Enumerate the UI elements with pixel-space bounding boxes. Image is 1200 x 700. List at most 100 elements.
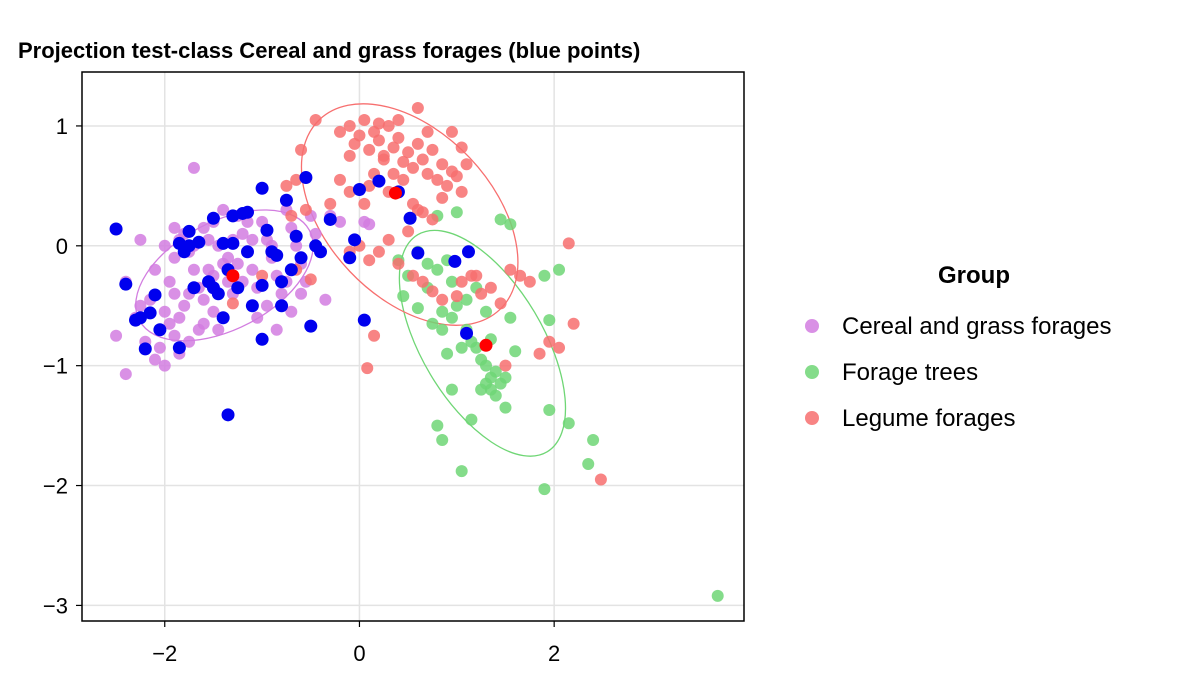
x-tick-label: −2 (152, 641, 177, 666)
data-point (343, 149, 356, 162)
data-point (333, 173, 346, 186)
projected-point (461, 245, 475, 259)
projected-point (206, 211, 220, 225)
data-point (411, 137, 424, 150)
data-point (504, 218, 517, 231)
data-point (387, 167, 400, 180)
data-point (397, 173, 410, 186)
projected-point (182, 224, 196, 238)
data-point (397, 290, 410, 303)
data-point (441, 347, 454, 360)
projected-point (241, 205, 254, 219)
data-point (168, 329, 181, 342)
legend-marker-legume (805, 411, 819, 425)
data-point (460, 293, 473, 306)
data-point (499, 371, 512, 384)
chart-title: Projection test-class Cereal and grass f… (18, 38, 640, 63)
data-point (450, 299, 463, 312)
data-point (538, 269, 551, 282)
y-tick-label: 1 (56, 114, 68, 139)
projected-point (226, 209, 240, 223)
projected-point (153, 323, 167, 337)
data-point (251, 311, 264, 324)
data-point (173, 311, 186, 324)
data-point (217, 203, 230, 216)
data-point (426, 143, 439, 156)
data-point (361, 362, 374, 375)
data-point (246, 263, 259, 276)
data-point (149, 353, 162, 366)
data-point (382, 119, 395, 132)
data-point (407, 161, 419, 174)
confidence-ellipse (398, 229, 567, 457)
data-point (387, 141, 400, 154)
projected-point (357, 313, 371, 327)
data-point (436, 293, 449, 306)
projected-point (260, 223, 274, 237)
data-point (202, 233, 215, 246)
projected-point (348, 233, 362, 247)
data-point (236, 227, 249, 240)
data-point (553, 263, 566, 276)
data-point (192, 323, 205, 336)
data-point (514, 269, 527, 282)
data-point (421, 257, 434, 270)
data-point (538, 483, 551, 496)
data-point (163, 317, 176, 330)
data-point (158, 239, 171, 252)
x-tick-label: 0 (353, 641, 365, 666)
y-tick-label: 0 (56, 234, 68, 259)
legend-label-cereal: Cereal and grass forages (842, 313, 1111, 340)
data-point (353, 129, 366, 142)
data-point (587, 433, 600, 446)
data-point (358, 197, 371, 210)
projected-point (148, 288, 162, 302)
projected-point (206, 281, 220, 295)
data-point (455, 465, 468, 478)
data-point (299, 203, 312, 216)
projected-point (403, 211, 417, 225)
data-point (333, 215, 346, 228)
data-point (246, 233, 259, 246)
projected-point (275, 275, 289, 289)
data-point (431, 173, 444, 186)
projected-point (448, 254, 462, 268)
data-point (372, 134, 385, 147)
data-point (119, 368, 132, 381)
data-point (343, 119, 356, 132)
data-point (134, 299, 147, 312)
projected-point (226, 236, 240, 250)
data-point (436, 433, 449, 446)
data-point (207, 305, 220, 318)
projected-point (270, 248, 284, 262)
data-point (450, 290, 463, 303)
projected-point (279, 193, 293, 207)
data-point (368, 329, 381, 342)
data-point (280, 179, 293, 192)
data-point (134, 233, 147, 246)
data-point (149, 263, 162, 276)
data-point (416, 275, 429, 288)
data-point (222, 251, 235, 264)
data-point (470, 341, 483, 354)
data-point (187, 263, 200, 276)
data-point (436, 158, 449, 171)
plot-frame (81, 71, 745, 622)
projected-point (255, 332, 269, 346)
data-point (445, 311, 458, 324)
data-point (489, 389, 502, 402)
projected-point (216, 311, 230, 325)
legend-marker-cereal (805, 319, 819, 333)
data-points (109, 101, 724, 602)
data-point (421, 167, 434, 180)
projected-point (299, 170, 313, 184)
data-point (436, 323, 449, 336)
projected-point (182, 239, 196, 253)
data-point (504, 263, 517, 276)
data-point (562, 417, 575, 430)
projected-point (289, 229, 303, 243)
data-point (319, 293, 332, 306)
projected-point (221, 408, 235, 422)
